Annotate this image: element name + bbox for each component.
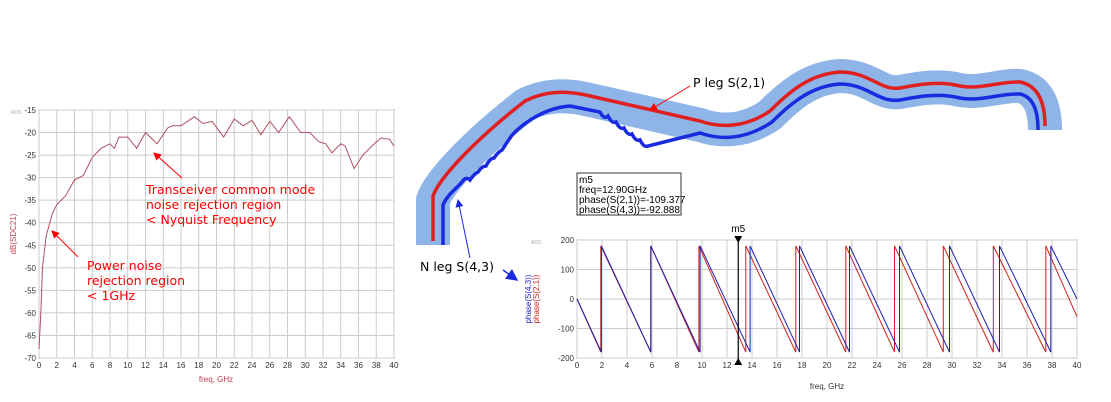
x-tick-label: 26 — [898, 361, 907, 370]
x-tick-label: 38 — [1048, 361, 1057, 370]
x-tick-label: 12 — [723, 361, 732, 370]
y-tick-label: 0 — [570, 295, 575, 304]
x-tick-label: 12 — [141, 361, 150, 370]
annotation-arrow-power-noise — [51, 230, 79, 258]
p-leg-trace — [431, 70, 1047, 241]
n-leg-arrow — [455, 199, 471, 259]
y-tick-label: 100 — [561, 266, 575, 275]
n-leg-to-plot-arrow — [502, 269, 519, 281]
ads-tag: ADS — [531, 240, 542, 246]
n-leg-trace — [441, 82, 1040, 245]
x-tick-label: 16 — [773, 361, 782, 370]
x-tick-label: 6 — [650, 361, 655, 370]
x-tick-label: 38 — [372, 361, 381, 370]
x-tick-label: 4 — [625, 361, 630, 370]
x-tick-label: 8 — [108, 361, 113, 370]
x-tick-label: 22 — [230, 361, 239, 370]
x-tick-label: 10 — [123, 361, 132, 370]
x-tick-label: 18 — [798, 361, 807, 370]
annotation-arrow-common-mode — [153, 152, 183, 179]
x-tick-label: 26 — [265, 361, 274, 370]
x-tick-label: 40 — [1073, 361, 1082, 370]
series-line-s43 — [576, 245, 1078, 353]
x-tick-label: 0 — [37, 361, 42, 370]
series-line-sdc21 — [38, 115, 395, 350]
x-tick-label: 36 — [354, 361, 363, 370]
x-tick-label: 2 — [600, 361, 605, 370]
marker-readout: m5 freq=12.90GHz phase(S(2,1))=-109.377 … — [579, 175, 688, 216]
x-tick-label: 24 — [873, 361, 882, 370]
y-tick-label: -20 — [24, 129, 36, 138]
x-tick-label: 22 — [848, 361, 857, 370]
ads-tag: ADS — [11, 110, 22, 116]
y-axis-label-s43: phase(S(4,3)) — [524, 274, 533, 323]
y-tick-label: -40 — [24, 219, 36, 228]
marker-readout-box — [576, 172, 682, 216]
x-tick-label: 10 — [698, 361, 707, 370]
y-tick-label: -50 — [24, 264, 36, 273]
y-tick-label: -65 — [24, 331, 36, 340]
y-tick-label: 200 — [561, 236, 575, 245]
y-tick-label: -55 — [24, 286, 36, 295]
phase-chart: m5 freq=12.90GHz phase(S(2,1))=-109.377 … — [524, 172, 1082, 391]
x-tick-label: 14 — [159, 361, 168, 370]
y-tick-label: -25 — [24, 151, 36, 160]
p-leg-label: P leg S(2,1) — [693, 75, 765, 90]
x-tick-label: 30 — [301, 361, 310, 370]
x-tick-label: 28 — [923, 361, 932, 370]
marker-m5-top-triangle-icon — [734, 236, 743, 243]
x-tick-label: 2 — [55, 361, 60, 370]
differential-trace-diagram: P leg S(2,1) N leg S(4,3) — [416, 59, 1062, 281]
x-tick-label: 4 — [72, 361, 77, 370]
x-tick-label: 0 — [575, 361, 580, 370]
x-axis-label: freq, GHz — [810, 382, 844, 391]
x-tick-label: 30 — [948, 361, 957, 370]
x-tick-label: 8 — [675, 361, 680, 370]
x-tick-label: 20 — [823, 361, 832, 370]
x-tick-label: 20 — [212, 361, 221, 370]
y-tick-label: -70 — [24, 354, 36, 363]
x-tick-label: 16 — [177, 361, 186, 370]
y-tick-label: -35 — [24, 196, 36, 205]
x-tick-label: 28 — [283, 361, 292, 370]
annotation-power-noise: Power noise rejection region < 1GHz — [87, 258, 189, 303]
x-tick-label: 24 — [248, 361, 257, 370]
x-tick-label: 18 — [194, 361, 203, 370]
annotation-common-mode: Transceiver common mode noise rejection … — [145, 182, 319, 227]
x-tick-label: 40 — [390, 361, 399, 370]
y-tick-label: -60 — [24, 309, 36, 318]
y-tick-label: -30 — [24, 174, 36, 183]
x-tick-label: 6 — [90, 361, 95, 370]
marker-m5-bottom-triangle-icon — [734, 358, 743, 365]
x-tick-label: 32 — [973, 361, 982, 370]
x-tick-label: 32 — [319, 361, 328, 370]
sdc21-chart: 0 2 4 6 8 10 12 14 16 18 20 22 24 26 28 30 32 34 36 38 40-15… — [9, 106, 399, 384]
x-tick-label: 34 — [336, 361, 345, 370]
y-tick-label: -45 — [24, 241, 36, 250]
x-tick-label: 36 — [1023, 361, 1032, 370]
n-leg-label: N leg S(4,3) — [420, 259, 494, 274]
y-tick-label: -200 — [558, 354, 575, 363]
trace-keepout-band — [416, 59, 1062, 245]
y-axis-label: dB(SDC21) — [9, 213, 18, 254]
y-tick-label: -15 — [24, 106, 36, 115]
x-axis-label: freq, GHz — [199, 375, 233, 384]
x-tick-label: 14 — [748, 361, 757, 370]
y-axis-label-s21: phase(S(2,1)) — [532, 274, 541, 323]
x-tick-label: 34 — [998, 361, 1007, 370]
marker-m5-label: m5 — [731, 224, 745, 235]
p-leg-arrow — [649, 85, 691, 111]
y-tick-label: -100 — [558, 325, 575, 334]
